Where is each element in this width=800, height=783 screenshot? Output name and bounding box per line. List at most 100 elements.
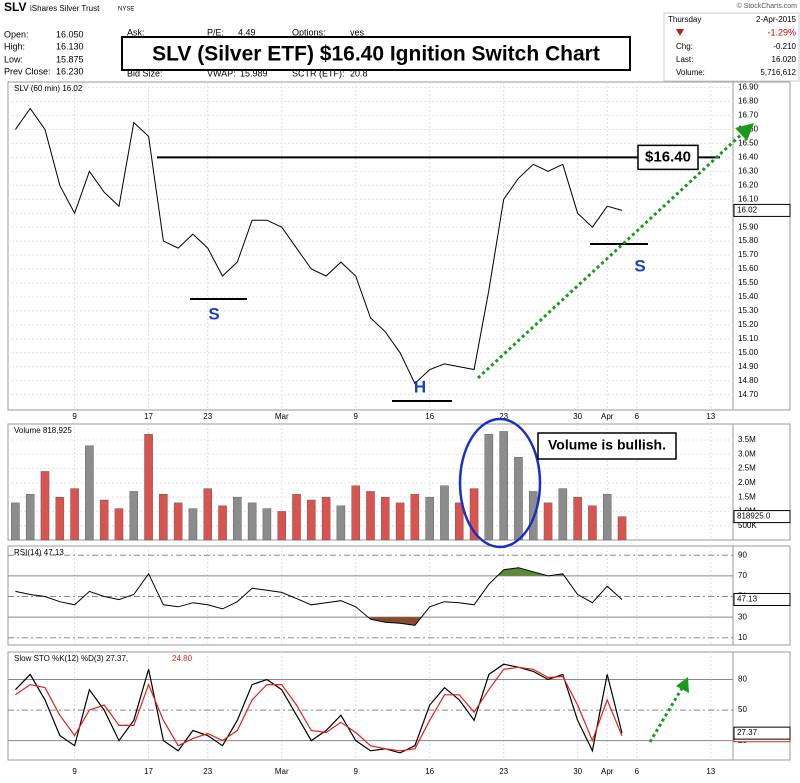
y-tick-label: 16.90 [738, 83, 759, 92]
overbought-fill [15, 567, 623, 576]
quote-label: Low: [4, 54, 23, 64]
volume-bar [85, 445, 94, 541]
arrow-head [735, 123, 754, 141]
x-tick-label: 9 [353, 412, 358, 421]
volume-bar [573, 496, 582, 541]
x-tick-label: 9 [72, 412, 77, 421]
y-tick-label: 500K [738, 521, 757, 530]
down-triangle [676, 29, 684, 36]
y-tick-label: 16.30 [738, 166, 759, 175]
data-line [15, 567, 623, 626]
y-tick-label: 50 [738, 705, 747, 714]
y-tick-label: 16.20 [738, 180, 759, 189]
volume-bar [514, 456, 523, 541]
quote-value: 15.989 [240, 68, 268, 78]
oversold-fill [368, 617, 422, 626]
volume-bar [499, 431, 508, 541]
volume-bar [173, 502, 183, 541]
volume-bar [277, 511, 286, 541]
y-tick-label: 80 [738, 675, 747, 684]
quote-label: Bid Size: [127, 68, 163, 78]
y-tick-label: 16.70 [738, 111, 759, 120]
last-value-label: 27.37 [737, 728, 758, 737]
panel-frame [7, 545, 791, 646]
panel-title: Slow STO %K(12) %D(3) 27.37, [14, 654, 128, 663]
volume-bar [40, 471, 50, 541]
summary-label: Last: [676, 55, 693, 64]
volume-bar [602, 494, 612, 541]
annotation: S [634, 256, 645, 275]
volume-bar [292, 494, 301, 541]
volume-bar [395, 502, 405, 541]
last-value-box [733, 592, 791, 606]
panel-title: SLV (60 min) 16.02 [14, 84, 83, 93]
y-tick-label: 15.20 [738, 320, 759, 329]
volume-bar [558, 488, 568, 541]
volume-bar [233, 496, 242, 541]
y-tick-label: 15.50 [738, 278, 759, 287]
quote-value: 16.130 [56, 41, 84, 51]
quote-label: High: [4, 41, 25, 51]
volume-bar [617, 516, 627, 541]
volume-bar [381, 496, 390, 541]
last-value-label: 47.13 [737, 595, 758, 604]
x-tick-label: 17 [144, 767, 153, 776]
y-tick-label: 16.80 [738, 97, 759, 106]
quote-label: VWAP: [207, 68, 236, 78]
y-tick-label: 15.40 [738, 292, 759, 301]
annotation-box [637, 144, 699, 171]
volume-bar [351, 485, 360, 541]
date: 2-Apr-2015 [756, 15, 797, 24]
last-value-box [733, 726, 791, 740]
x-tick-label: 23 [203, 412, 212, 421]
volume-bar [336, 505, 346, 541]
quote-label: P/E: [207, 27, 224, 37]
volume-bar [114, 508, 124, 541]
quote-label: Ask: [127, 27, 145, 37]
quote-value: 16.050 [56, 29, 84, 39]
security-name: iShares Silver Trust [30, 4, 100, 13]
quote-value: 4.49 [238, 27, 256, 37]
y-tick-label: 16.40 [738, 152, 759, 161]
x-tick-label: 6 [635, 767, 640, 776]
volume-bar [55, 496, 65, 541]
volume-bar [440, 485, 449, 541]
trend-arrow [476, 130, 746, 380]
x-tick-label: 23 [499, 412, 508, 421]
exchange: NYSE [118, 7, 134, 13]
y-tick-label: 70 [738, 571, 747, 580]
volume-bar [543, 502, 553, 541]
annotation: S [208, 304, 219, 323]
change-pct: -1.29% [767, 27, 796, 37]
summary-label: Chg: [676, 42, 693, 51]
x-tick-label: 16 [425, 412, 434, 421]
quote-label: Open: [4, 29, 29, 39]
x-tick-label: 9 [72, 767, 77, 776]
volume-bar [307, 499, 316, 541]
summary-label: Volume: [676, 68, 705, 77]
y-tick-label: 1.5M [738, 492, 756, 501]
x-tick-label: 13 [706, 767, 715, 776]
volume-bar [99, 499, 109, 541]
y-tick-label: 10 [738, 633, 747, 642]
y-tick-label: 14.80 [738, 376, 759, 385]
annotation: $16.40 [645, 148, 691, 165]
x-tick-label: 9 [353, 767, 358, 776]
quote-label: Prev Close: [4, 66, 51, 76]
x-tick-label: 13 [706, 412, 715, 421]
panel-title-part: 24.80 [172, 654, 193, 663]
last-value-label: 16.02 [737, 206, 758, 215]
x-tick-label: 23 [499, 767, 508, 776]
volume-bar [410, 494, 420, 541]
title-box [121, 36, 631, 71]
last-value-box [733, 203, 791, 217]
y-tick-label: 14.70 [738, 390, 759, 399]
y-tick-label: 3.0M [738, 449, 756, 458]
annotation: Volume is bullish. [548, 437, 666, 453]
quote-label: SCTR (ETF): [292, 68, 345, 78]
annotation: H [414, 377, 426, 396]
day: Thursday [668, 15, 701, 24]
y-tick-label: 15.70 [738, 250, 759, 259]
